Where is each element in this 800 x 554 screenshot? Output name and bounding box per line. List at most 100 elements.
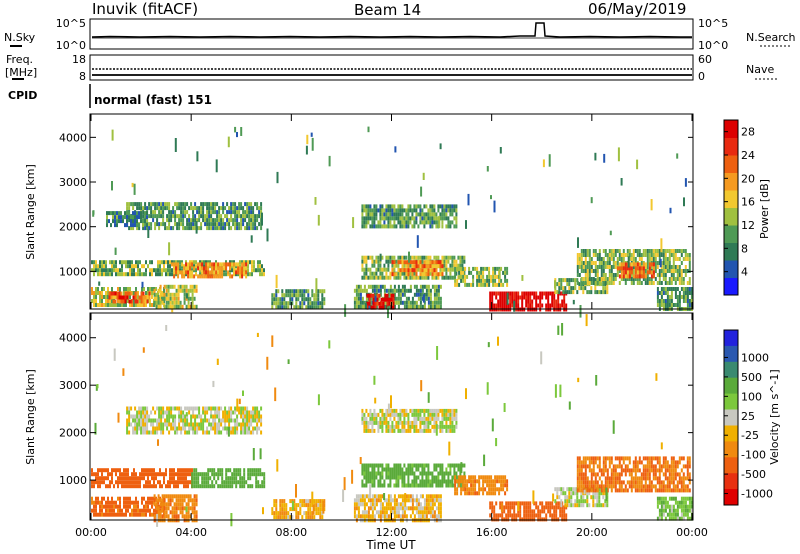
data-cell [254, 426, 257, 431]
data-cell [684, 269, 687, 273]
data-cell [433, 264, 436, 269]
data-cell [464, 487, 467, 492]
data-cell [309, 297, 312, 302]
data-cell [105, 260, 107, 265]
data-cell [317, 511, 320, 516]
data-cell [672, 273, 675, 277]
data-cell [146, 422, 149, 427]
data-cell [222, 206, 225, 211]
data-cell [618, 249, 621, 253]
data-cell [215, 472, 218, 477]
data-cell [206, 406, 209, 411]
data-cell [281, 305, 284, 310]
data-cell [399, 292, 402, 297]
data-cell [586, 253, 589, 257]
data-cell [146, 414, 149, 419]
data-cell [433, 300, 436, 305]
data-cell [321, 297, 324, 302]
data-cell [439, 479, 442, 484]
data-cell [243, 270, 246, 275]
data-cell [141, 287, 143, 291]
data-cell [374, 301, 377, 306]
data-cell [413, 506, 416, 511]
data-cell [411, 272, 414, 277]
data-cell [658, 253, 661, 257]
data-cell [177, 260, 179, 265]
data-cell [227, 468, 230, 473]
data-cell [405, 260, 408, 265]
data-cell [136, 414, 139, 419]
data-cell [181, 262, 184, 267]
data-cell [646, 265, 649, 269]
data-cell [381, 463, 384, 468]
data-cell [180, 406, 183, 411]
data-cell [194, 218, 197, 223]
data-cell [379, 267, 382, 272]
data-cell [456, 266, 459, 271]
data-cell [686, 257, 689, 261]
data-point [311, 137, 314, 151]
data-cell [586, 277, 589, 281]
data-cell [149, 268, 151, 273]
data-cell [126, 430, 129, 435]
data-cell [377, 514, 380, 519]
data-cell [383, 416, 386, 421]
data-cell [415, 494, 418, 499]
data-cell [208, 418, 211, 423]
data-cell [375, 271, 378, 276]
data-cell [413, 264, 416, 269]
data-cell [401, 268, 404, 273]
data-cell [496, 479, 499, 484]
data-cell [455, 424, 458, 429]
cpid-strip: CPID normal (fast) 151 [8, 84, 212, 108]
data-cell [178, 218, 181, 223]
data-cell [405, 428, 408, 433]
data-cell [168, 418, 171, 423]
data-cell [191, 498, 194, 503]
data-cell [401, 212, 404, 217]
data-cell [638, 266, 641, 271]
data-cell [125, 468, 127, 473]
data-point [416, 235, 419, 248]
data-cell [225, 472, 228, 477]
data-cell [407, 304, 410, 309]
data-cell [120, 211, 122, 216]
colorbar-tick-label: 16 [741, 196, 755, 209]
data-cell [146, 418, 149, 423]
data-cell [455, 271, 458, 276]
data-cell [411, 300, 414, 305]
data-cell [95, 291, 97, 295]
data-cell [563, 295, 566, 300]
data-cell [253, 260, 255, 265]
data-cell [226, 426, 229, 431]
data-cell [283, 511, 286, 516]
data-cell [132, 226, 135, 231]
data-cell [427, 479, 430, 484]
data-cell [110, 223, 112, 228]
data-cell [466, 282, 469, 287]
data-cell [383, 483, 386, 488]
data-cell [383, 467, 386, 472]
data-cell [169, 292, 172, 297]
data-point [660, 238, 663, 253]
data-cell [541, 295, 544, 300]
data-cell [588, 281, 591, 285]
data-cell [462, 278, 465, 283]
data-cell [151, 291, 153, 295]
data-cell [273, 499, 276, 504]
data-cell [211, 262, 214, 267]
data-cell [401, 502, 404, 507]
data-cell [307, 499, 310, 504]
data-point [387, 306, 389, 319]
data-cell [361, 300, 364, 305]
data-cell [143, 512, 145, 517]
data-cell [409, 483, 412, 488]
data-cell [137, 480, 139, 485]
data-cell [401, 284, 404, 289]
data-cell [361, 259, 364, 264]
data-cell [275, 503, 278, 508]
data-cell [223, 266, 226, 271]
data-cell [202, 214, 205, 219]
data-cell [379, 424, 382, 429]
data-cell [365, 424, 368, 429]
